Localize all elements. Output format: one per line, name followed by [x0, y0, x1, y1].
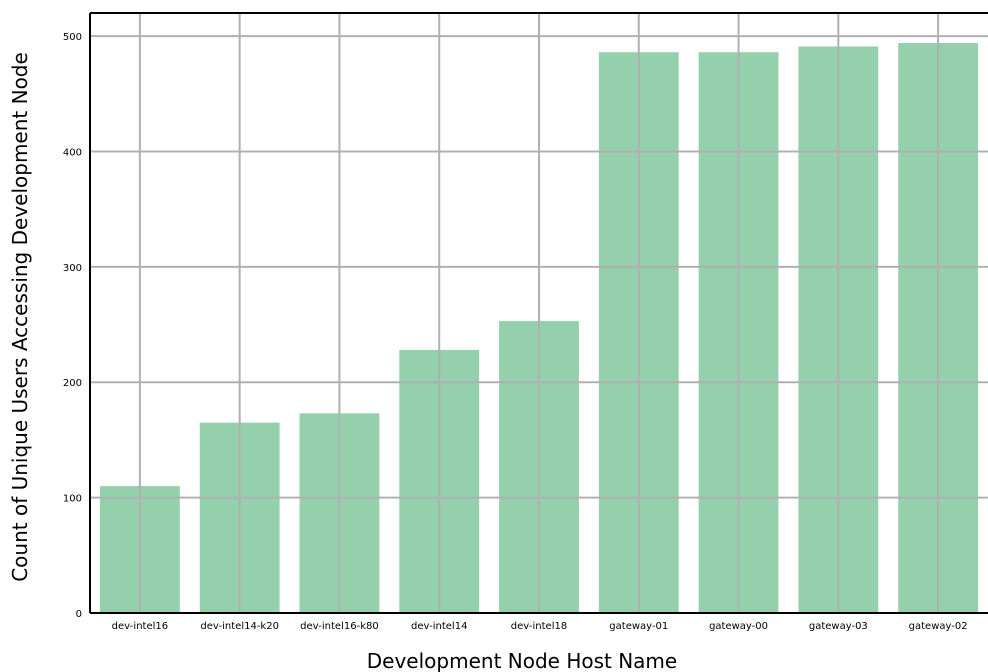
x-tick-label: gateway-02	[909, 621, 968, 632]
x-tick-label: dev-intel14	[411, 621, 467, 632]
y-tick-labels: 0 100 200 300 400 500	[63, 32, 82, 620]
x-tick-label: dev-intel16-k80	[300, 621, 379, 632]
y-axis-title: Count of Unique Users Accessing Developm…	[8, 52, 32, 582]
y-tick-label: 100	[63, 494, 82, 505]
x-tick-label: gateway-03	[809, 621, 868, 632]
y-tick-label: 400	[63, 147, 82, 158]
x-tick-label: dev-intel16	[112, 621, 168, 632]
x-tick-label: dev-intel18	[511, 621, 567, 632]
x-tick-label: dev-intel14-k20	[200, 621, 279, 632]
y-tick-label: 200	[63, 378, 82, 389]
axes	[89, 12, 988, 614]
grid-lines	[90, 13, 988, 614]
y-tick-label: 300	[63, 263, 82, 274]
y-tick-label: 0	[76, 609, 82, 620]
y-tick-label: 500	[63, 32, 82, 43]
x-tick-label: gateway-00	[709, 621, 768, 632]
x-tick-label: gateway-01	[609, 621, 668, 632]
x-axis-title: Development Node Host Name	[367, 649, 677, 672]
x-tick-labels: dev-intel16 dev-intel14-k20 dev-intel16-k8…	[112, 621, 968, 632]
